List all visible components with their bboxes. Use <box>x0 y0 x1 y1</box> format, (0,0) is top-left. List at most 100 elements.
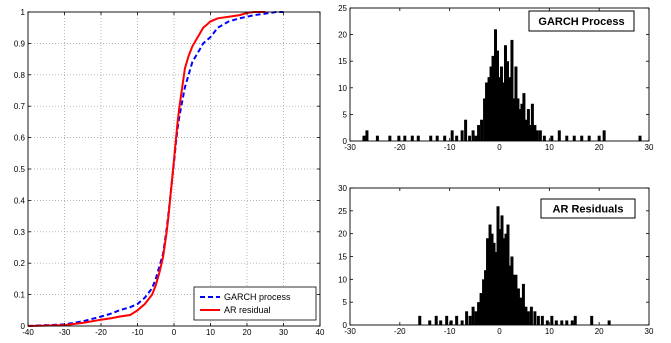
histogram-bar <box>365 130 369 141</box>
legend: GARCH process AR residual <box>193 286 317 321</box>
cdf-plot: -40 -30 -20 -10 0 10 20 30 40 0 0.1 0.2 0.3 0.4 0.5 0.6… <box>14 8 325 337</box>
y-tick-label: 10 <box>338 84 347 93</box>
y-tick-label: 20 <box>338 31 347 40</box>
x-tick-label: 20 <box>595 143 604 152</box>
histogram-bar <box>435 135 439 141</box>
histogram-bar <box>510 256 514 325</box>
histogram-bar <box>508 265 512 325</box>
histogram-bar <box>530 103 534 141</box>
histogram-bar <box>514 274 518 325</box>
x-tick-label: -10 <box>444 143 456 152</box>
x-tick-label: 20 <box>243 328 252 337</box>
histogram-bar <box>483 98 487 141</box>
histogram-bar <box>545 320 549 325</box>
histogram-bar <box>418 315 422 325</box>
histogram-bar <box>607 320 611 325</box>
x-tick-label: 0 <box>497 143 502 152</box>
histogram-bar <box>482 279 486 325</box>
histogram-bar <box>501 82 505 141</box>
histogram-bar <box>362 135 366 141</box>
chart-title: GARCH Process <box>538 16 624 28</box>
histogram-bar <box>557 130 561 141</box>
histogram-bar <box>560 320 564 325</box>
y-tick-label: 1 <box>21 8 26 17</box>
histogram-bar <box>510 39 514 141</box>
histogram-bar <box>535 130 539 141</box>
histogram-bar <box>540 315 544 325</box>
histogram-bar <box>542 135 546 141</box>
histogram-bar <box>514 66 518 141</box>
y-tick-label: 0 <box>343 321 348 330</box>
y-tick-label: 0.4 <box>14 196 26 205</box>
y-tick-label: 25 <box>338 207 347 216</box>
histogram-bar <box>524 306 528 325</box>
histogram-bar <box>572 135 576 141</box>
x-tick-label: -10 <box>132 328 144 337</box>
histogram-bar <box>521 283 525 325</box>
histogram-bar <box>434 315 438 325</box>
histogram-bar <box>587 135 591 141</box>
histogram-bar <box>602 130 606 141</box>
chart-title: AR Residuals <box>553 204 624 216</box>
title-box <box>540 198 636 219</box>
histogram-bar <box>449 320 453 325</box>
y-tick-label: 0.9 <box>14 39 26 48</box>
x-tick-label: 30 <box>279 328 288 337</box>
histogram-bar <box>460 130 464 141</box>
histogram-bar <box>477 302 481 325</box>
x-tick-label: 40 <box>316 328 325 337</box>
histogram-bar <box>460 320 464 325</box>
y-tick-label: 0.1 <box>14 291 26 300</box>
histogram-bar <box>498 77 501 141</box>
histogram-bar <box>443 135 447 141</box>
series-line-1 <box>27 11 266 327</box>
y-tick-label: 15 <box>338 253 347 262</box>
histogram-bar <box>526 311 530 325</box>
histogram-bar <box>528 125 532 141</box>
ar-histogram: -30 -20 -10 0 10 20 30 0 5 10 15 20 25 30 AR Residuals <box>338 184 654 336</box>
histogram-bar <box>474 135 478 141</box>
x-tick-label: -20 <box>95 328 107 337</box>
histogram-bar <box>536 315 540 325</box>
histogram-bar <box>533 125 537 141</box>
y-tick-label: 25 <box>338 4 347 13</box>
x-tick-label: 0 <box>172 328 177 337</box>
histogram-bar <box>484 270 488 325</box>
histogram-bar <box>498 229 502 325</box>
x-tick-label: 10 <box>545 327 554 336</box>
x-tick-label: -20 <box>394 327 406 336</box>
x-tick-label: -30 <box>344 327 356 336</box>
histogram-bar <box>477 125 481 141</box>
histogram-bar <box>550 315 554 325</box>
histogram-bar <box>410 135 414 141</box>
axes-frame <box>27 11 321 327</box>
histogram-bar <box>492 242 496 325</box>
histogram-bar <box>516 288 520 325</box>
histogram-bar <box>580 135 584 141</box>
y-tick-label: 0.5 <box>14 165 26 174</box>
histogram-bar <box>512 274 516 325</box>
histogram-bar <box>504 233 508 325</box>
y-tick-label: 0 <box>343 137 348 146</box>
histogram-bar <box>494 29 498 142</box>
histogram-bar <box>533 311 537 325</box>
histogram-bar <box>522 93 526 141</box>
y-tick-label: 5 <box>343 110 348 119</box>
y-tick-label: 0.3 <box>14 228 26 237</box>
histogram-bar <box>416 135 420 141</box>
histogram-bar <box>565 320 569 325</box>
histogram-bar <box>471 130 475 141</box>
y-tick-label: 0.2 <box>14 259 26 268</box>
y-tick-label: 30 <box>338 184 347 193</box>
histogram-bar <box>524 119 528 141</box>
x-tick-label: 10 <box>206 328 215 337</box>
histogram-bar <box>529 306 533 325</box>
garch-histogram: -30 -20 -10 0 10 20 30 0 5 10 15 20 25 GARCH Process <box>338 4 654 152</box>
y-tick-label: 5 <box>343 298 348 307</box>
histogram-bar <box>573 315 577 325</box>
histogram-bar <box>445 315 449 325</box>
x-tick-label: 0 <box>497 327 502 336</box>
histogram-bar <box>500 215 504 325</box>
x-tick-label: -30 <box>344 143 356 152</box>
